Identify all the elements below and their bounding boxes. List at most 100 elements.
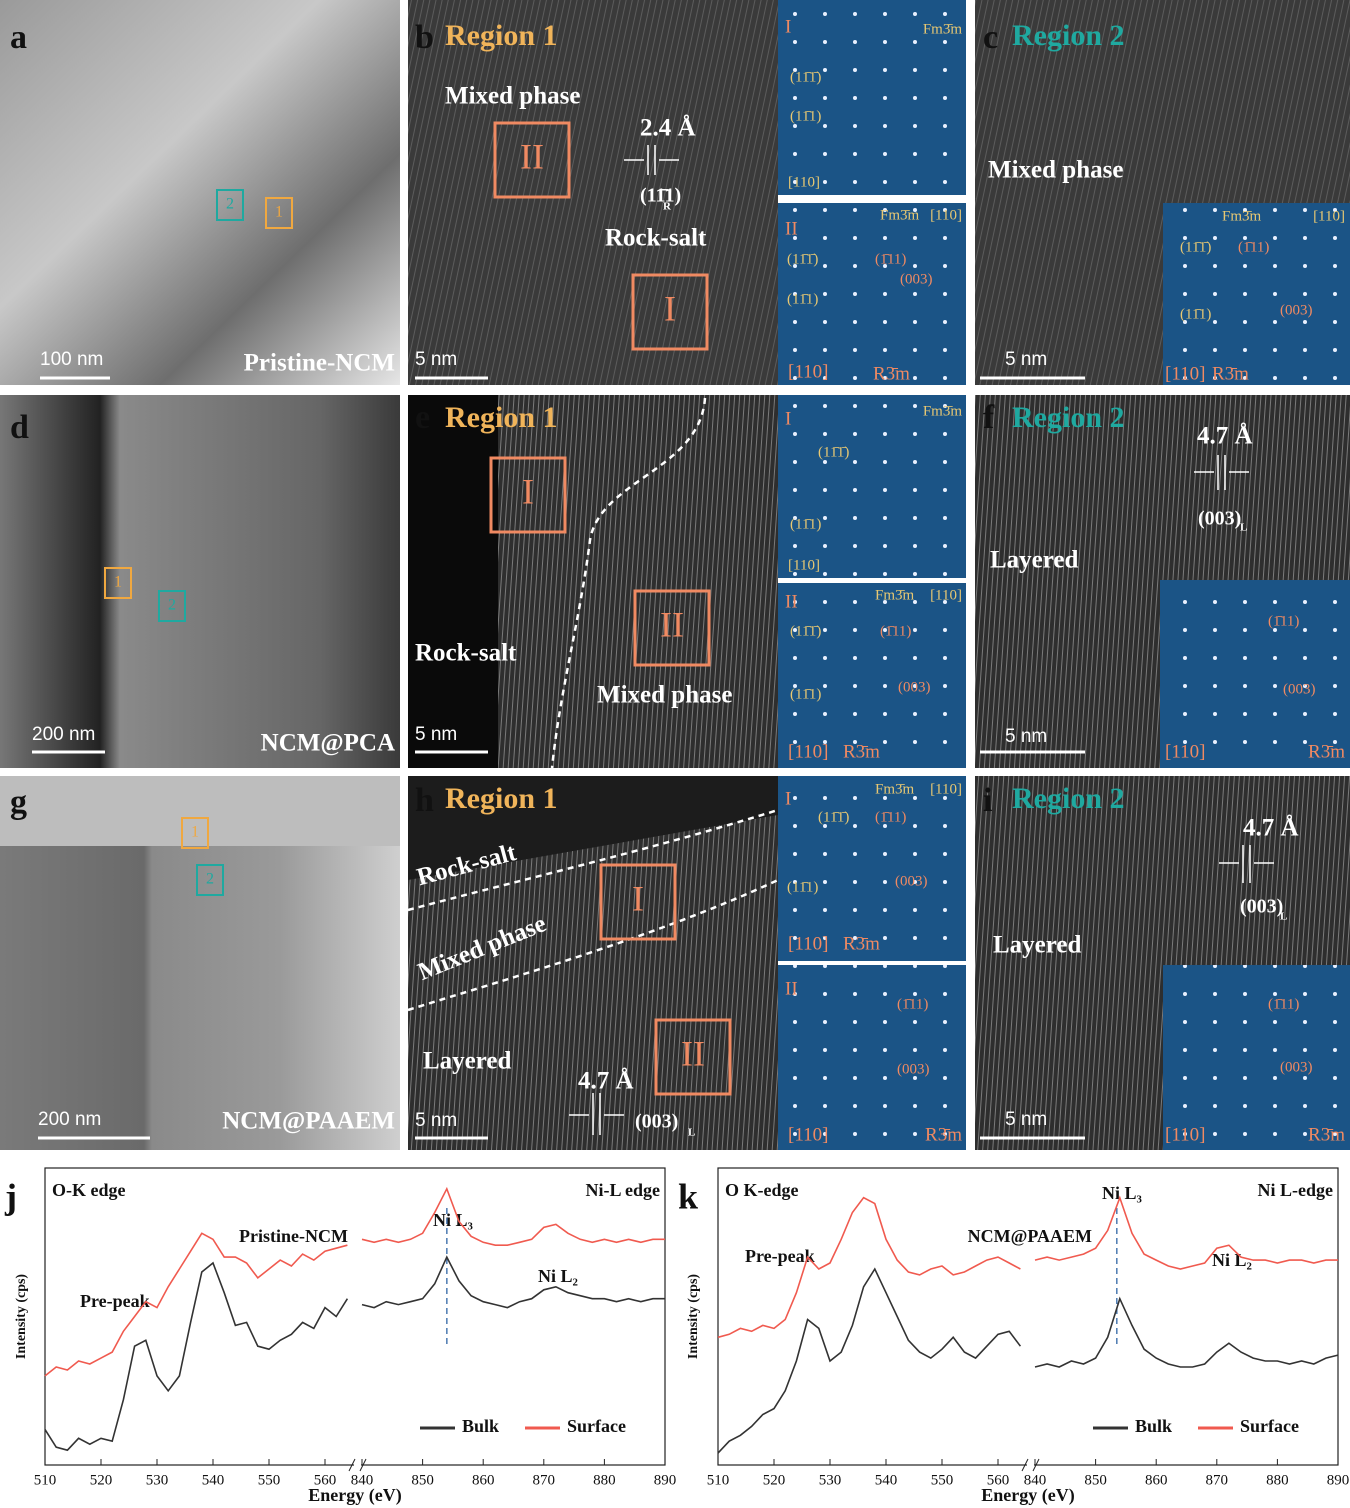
panel-text: Region 2	[1012, 19, 1125, 52]
annotation: NCM@PAAEM	[968, 1226, 1092, 1246]
panel-text: 200 nm	[38, 1109, 101, 1130]
panel-text: L	[688, 1127, 695, 1139]
panel-text: Region 2	[1012, 401, 1125, 434]
panel-text: [110]	[1165, 363, 1205, 384]
panel-text: 2	[226, 196, 234, 213]
images	[0, 0, 1350, 1150]
panel-text: [110]	[1165, 741, 1205, 762]
panel-text: (11̄1)	[787, 291, 818, 307]
panel-text: (11̄1̄)	[790, 623, 821, 639]
panel-text: (1̄11)	[1268, 613, 1299, 629]
x-tick-label: 840	[351, 1472, 374, 1488]
y-axis-label: Intensity (cps)	[686, 1274, 701, 1360]
panel-text: (11̄1)	[790, 686, 821, 702]
panel-text: NCM@PCA	[261, 730, 395, 757]
panel-text: [110]	[1165, 1124, 1205, 1145]
panel-text: e	[415, 399, 430, 436]
panel-text: (003)	[1240, 896, 1283, 918]
x-tick-label: 850	[411, 1472, 434, 1488]
panel-text: Region 1	[445, 19, 558, 52]
x-tick-label: 890	[1327, 1472, 1350, 1488]
panel-text: [110]	[788, 741, 828, 762]
panel-text: Layered	[993, 932, 1082, 959]
panel-text: II	[785, 978, 798, 999]
panel-text: (1̄11)	[1268, 996, 1299, 1012]
panel-text: (11̄1)	[787, 879, 818, 895]
panel-label: k	[678, 1176, 698, 1216]
panel-text: (003)	[635, 1111, 678, 1133]
x-tick-label: 860	[472, 1472, 495, 1488]
x-tick-label: 880	[593, 1472, 616, 1488]
panel-text: II	[520, 136, 544, 176]
panel-text: I	[632, 878, 644, 918]
panel-text: (1̄11)	[875, 809, 906, 825]
annotation: Ni L-edge	[1258, 1180, 1334, 1200]
panel-text: NCM@PAAEM	[222, 1108, 395, 1135]
panel-text: Fm3̄m	[1222, 208, 1262, 224]
panel-text: (11̄1)	[790, 516, 821, 532]
annotation: Ni L₂	[1212, 1250, 1252, 1270]
panel-text: R3̄m	[925, 1124, 962, 1145]
panel-text: 5 nm	[415, 1110, 457, 1131]
panel-text: II	[785, 591, 798, 612]
legend-label: Bulk	[462, 1416, 499, 1436]
x-tick-label: 890	[654, 1472, 677, 1488]
legend-label: Surface	[567, 1416, 626, 1436]
x-tick-label: 870	[1206, 1472, 1229, 1488]
panel-text: (11̄1)	[640, 185, 681, 207]
panel-text: (11̄1)	[790, 108, 821, 124]
x-tick-label: 880	[1266, 1472, 1289, 1488]
panel-text: Region 2	[1012, 782, 1125, 815]
panel-text: Mixed phase	[988, 157, 1123, 184]
panel-text: 4.7 Å	[1243, 814, 1299, 842]
panel-text: 5 nm	[1005, 726, 1047, 747]
panel-text: (003)	[895, 873, 928, 889]
panel-text: [110]	[930, 587, 962, 603]
panel-text: I	[785, 788, 791, 809]
panel-text: 1	[275, 204, 283, 221]
panel-text: (11̄1̄)	[1180, 239, 1211, 255]
panel-text: 2.4 Å	[640, 114, 696, 142]
panel-text: 4.7 Å	[1197, 422, 1253, 450]
panel-text: 1	[114, 574, 122, 591]
panel-text: Layered	[990, 547, 1079, 574]
panel-text: 1	[191, 824, 199, 841]
panel-text: Fm3̄m	[875, 587, 915, 603]
panel-text: (003)	[900, 271, 933, 287]
panel-text: (1̄11)	[875, 251, 906, 267]
panel-text: 5 nm	[415, 724, 457, 745]
annotation: Pristine-NCM	[239, 1226, 348, 1246]
panel-text: L	[1280, 911, 1287, 923]
panel-text: (003)	[898, 679, 931, 695]
panel-text: (11̄1̄)	[790, 69, 821, 85]
x-tick-label: 530	[146, 1472, 169, 1488]
panel-text: I	[664, 288, 676, 328]
panel-text: Pristine-NCM	[244, 350, 395, 377]
x-tick-label: 550	[931, 1472, 954, 1488]
panel-text: (003)	[1280, 1059, 1313, 1075]
panel-text: Rock-salt	[415, 640, 517, 667]
panel-text: Fm3̄m	[875, 781, 915, 797]
page: {"panels": [ {"texts": ["a", "2", "1", "…	[0, 0, 1350, 1508]
x-tick-label: 520	[763, 1472, 786, 1488]
x-tick-label: 850	[1084, 1472, 1107, 1488]
annotation: O K-edge	[725, 1180, 799, 1200]
panel-text: I	[785, 408, 791, 429]
figure: a21100 nmPristine-NCMbRegion 1Mixed phas…	[0, 0, 1350, 1508]
panel-text: Rock-salt	[605, 225, 707, 252]
panel-text: (003)	[1198, 508, 1241, 530]
panel-text: [110]	[788, 557, 820, 573]
x-tick-label: 560	[987, 1472, 1010, 1488]
panel-text: (11̄1̄)	[787, 251, 818, 267]
panel-text: (11̄1̄)	[818, 444, 849, 460]
panel-text: 5 nm	[415, 349, 457, 370]
y-axis-label: Intensity (cps)	[14, 1274, 29, 1360]
panel-text: Region 1	[445, 401, 558, 434]
panel-text: 5 nm	[1005, 349, 1047, 370]
x-tick-label: 550	[258, 1472, 281, 1488]
panel-text: (1̄11)	[1238, 239, 1269, 255]
panel-text: Fm3̄m	[923, 21, 963, 37]
annotation: Ni L₃	[1102, 1183, 1143, 1203]
legend-label: Surface	[1240, 1416, 1299, 1436]
panel-text: c	[983, 19, 998, 56]
